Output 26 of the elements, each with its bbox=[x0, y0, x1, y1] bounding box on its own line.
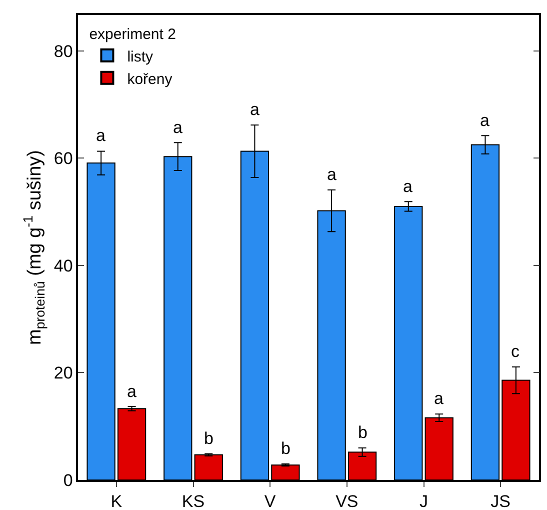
annotation: a bbox=[250, 100, 260, 119]
annotation: c bbox=[511, 342, 520, 361]
y-tick-label: 20 bbox=[54, 364, 73, 383]
annotation: b bbox=[358, 423, 368, 442]
annotation: a bbox=[480, 111, 490, 130]
legend-label: listy bbox=[127, 48, 154, 66]
x-tick-label: K bbox=[110, 492, 123, 510]
x-tick-label: J bbox=[420, 492, 428, 510]
x-tick-label: VS bbox=[336, 492, 358, 510]
annotation: b bbox=[281, 439, 290, 458]
y-tick-label: 60 bbox=[54, 149, 73, 168]
x-tick-label: JS bbox=[490, 492, 510, 510]
annotation: b bbox=[204, 429, 214, 448]
y-tick-label: 80 bbox=[54, 42, 73, 61]
x-tick-label: KS bbox=[182, 492, 205, 510]
annotation: a bbox=[403, 177, 413, 196]
legend-label: kořeny bbox=[127, 70, 173, 88]
y-tick-label: 40 bbox=[54, 256, 73, 276]
y-tick-label: 0 bbox=[63, 470, 73, 490]
annotation: a bbox=[173, 118, 183, 137]
annotation: a bbox=[127, 382, 137, 401]
annotation: a bbox=[96, 126, 106, 145]
annotation: a bbox=[434, 389, 444, 408]
legend-title: experiment 2 bbox=[89, 26, 176, 44]
x-tick-label: V bbox=[264, 492, 276, 510]
annotation: a bbox=[327, 165, 337, 184]
